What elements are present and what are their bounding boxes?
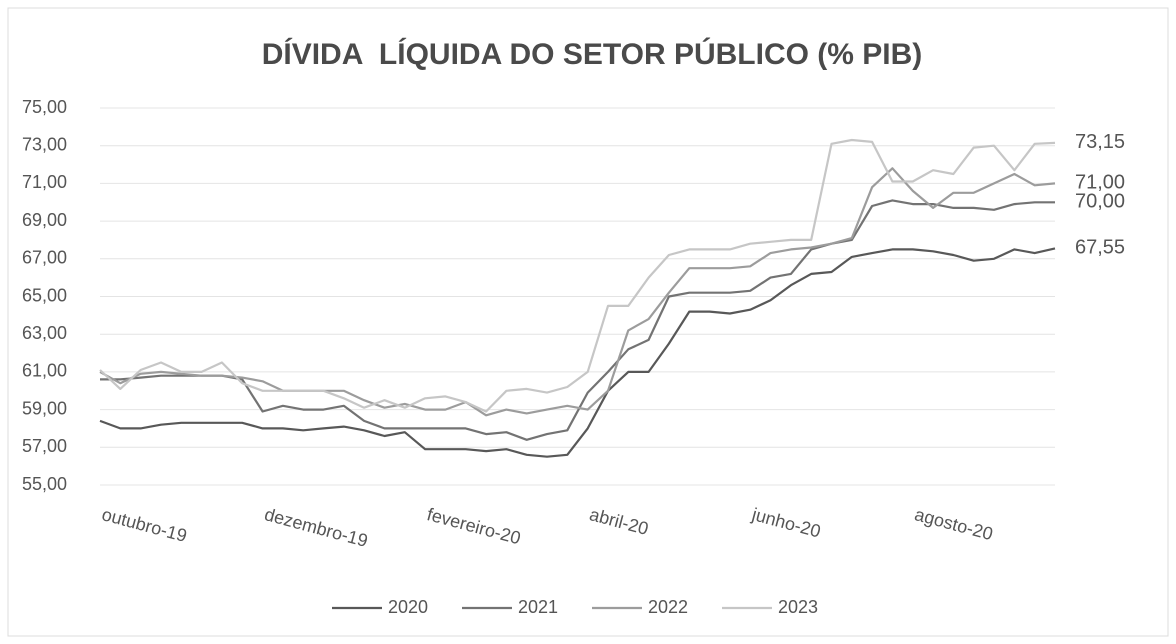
x-tick-label: junho-20: [749, 504, 823, 542]
series-line: [99, 247, 1056, 458]
y-tick-label: 67,00: [22, 248, 67, 268]
y-tick-label: 71,00: [22, 172, 67, 192]
legend-label: 2020: [388, 597, 428, 617]
x-tick-label: fevereiro-20: [425, 504, 523, 548]
data-label: 71,00: [1075, 172, 1125, 194]
x-tick-label: dezembro-19: [262, 504, 370, 551]
x-tick-label: outubro-19: [100, 504, 189, 546]
y-tick-label: 75,00: [22, 97, 67, 117]
y-tick-label: 63,00: [22, 323, 67, 343]
y-tick-label: 59,00: [22, 398, 67, 418]
x-tick-label: agosto-20: [913, 504, 996, 544]
data-label: 73,15: [1075, 131, 1125, 153]
series-line: [99, 138, 1056, 413]
chart-title: DÍVIDA LÍQUIDA DO SETOR PÚBLICO (% PIB): [262, 37, 923, 71]
legend-label: 2022: [648, 597, 688, 617]
x-tick-label: abril-20: [587, 504, 650, 539]
series-line: [99, 167, 1056, 417]
y-tick-label: 73,00: [22, 134, 67, 154]
y-tick-label: 65,00: [22, 285, 67, 305]
series-line: [100, 199, 1055, 441]
data-label: 70,00: [1075, 191, 1125, 213]
legend-label: 2021: [518, 597, 558, 617]
y-tick-label: 61,00: [22, 361, 67, 381]
data-label: 67,55: [1075, 237, 1125, 259]
legend-label: 2023: [778, 597, 818, 617]
y-tick-label: 57,00: [22, 436, 67, 456]
y-tick-label: 69,00: [22, 210, 67, 230]
chart-border: [7, 7, 1169, 637]
y-tick-label: 55,00: [22, 474, 67, 494]
